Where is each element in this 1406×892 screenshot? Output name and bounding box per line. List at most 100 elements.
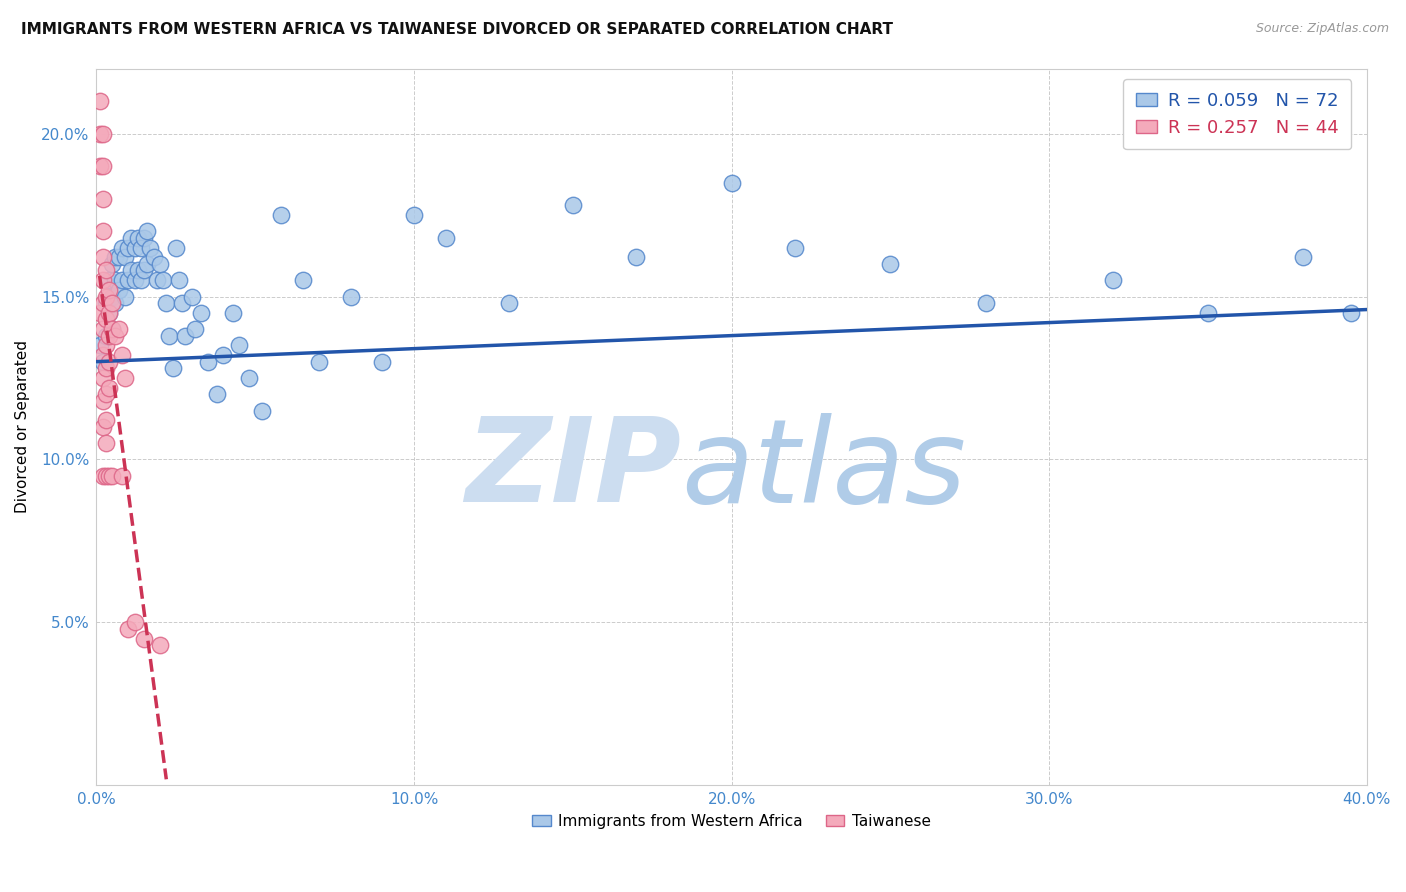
Point: [142, 251, 165, 265]
Point: [89, 127, 111, 141]
Point: [1340, 306, 1362, 320]
Point: [308, 354, 330, 368]
Point: [250, 403, 273, 417]
Point: [117, 241, 139, 255]
Point: [1101, 273, 1123, 287]
Point: [132, 632, 155, 646]
Point: [98, 273, 121, 287]
Point: [162, 361, 184, 376]
Point: [1197, 306, 1219, 320]
Text: ZIP: ZIP: [465, 412, 681, 527]
Point: [291, 273, 314, 287]
Point: [132, 263, 155, 277]
Text: IMMIGRANTS FROM WESTERN AFRICA VS TAIWANESE DIVORCED OR SEPARATED CORRELATION CH: IMMIGRANTS FROM WESTERN AFRICA VS TAIWAN…: [21, 22, 893, 37]
Point: [98, 283, 121, 297]
Point: [89, 338, 111, 352]
Point: [91, 468, 114, 483]
Point: [172, 296, 194, 310]
Point: [238, 371, 260, 385]
Point: [89, 94, 111, 108]
Point: [167, 273, 190, 287]
Point: [561, 198, 583, 212]
Point: [149, 638, 172, 652]
Point: [498, 296, 520, 310]
Point: [91, 273, 114, 287]
Point: [228, 338, 250, 352]
Point: [1292, 251, 1315, 265]
Point: [91, 348, 114, 362]
Point: [94, 338, 117, 352]
Point: [120, 231, 142, 245]
Point: [91, 192, 114, 206]
Point: [124, 241, 146, 255]
Point: [184, 322, 207, 336]
Point: [114, 251, 136, 265]
Point: [98, 381, 121, 395]
Point: [120, 263, 142, 277]
Point: [91, 159, 114, 173]
Point: [129, 273, 152, 287]
Point: [104, 296, 127, 310]
Point: [94, 296, 117, 310]
Point: [94, 387, 117, 401]
Legend: Immigrants from Western Africa, Taiwanese: Immigrants from Western Africa, Taiwanes…: [526, 807, 936, 835]
Point: [89, 306, 111, 320]
Point: [165, 241, 187, 255]
Point: [104, 251, 127, 265]
Point: [190, 306, 212, 320]
Point: [91, 296, 114, 310]
Point: [107, 283, 129, 297]
Point: [101, 322, 124, 336]
Point: [94, 263, 117, 277]
Point: [149, 257, 172, 271]
Point: [101, 468, 124, 483]
Point: [626, 251, 648, 265]
Point: [98, 306, 121, 320]
Point: [98, 328, 121, 343]
Point: [91, 127, 114, 141]
Point: [94, 312, 117, 326]
Point: [155, 296, 177, 310]
Point: [339, 289, 361, 303]
Point: [98, 306, 121, 320]
Point: [111, 273, 134, 287]
Point: [98, 354, 121, 368]
Point: [91, 322, 114, 336]
Point: [180, 289, 202, 303]
Point: [785, 241, 807, 255]
Point: [111, 348, 134, 362]
Point: [212, 348, 235, 362]
Point: [402, 208, 425, 222]
Point: [124, 615, 146, 630]
Point: [114, 289, 136, 303]
Point: [114, 371, 136, 385]
Point: [152, 273, 174, 287]
Point: [879, 257, 901, 271]
Point: [205, 387, 228, 401]
Point: [91, 419, 114, 434]
Point: [132, 231, 155, 245]
Text: atlas: atlas: [681, 413, 966, 527]
Point: [91, 354, 114, 368]
Point: [94, 361, 117, 376]
Point: [720, 176, 742, 190]
Point: [159, 328, 181, 343]
Point: [104, 273, 127, 287]
Point: [136, 257, 159, 271]
Point: [91, 393, 114, 408]
Point: [434, 231, 457, 245]
Point: [91, 251, 114, 265]
Point: [94, 289, 117, 303]
Point: [974, 296, 997, 310]
Point: [98, 468, 121, 483]
Point: [111, 468, 134, 483]
Point: [222, 306, 245, 320]
Point: [117, 622, 139, 636]
Point: [104, 328, 127, 343]
Point: [371, 354, 394, 368]
Point: [146, 273, 169, 287]
Point: [91, 224, 114, 238]
Point: [101, 322, 124, 336]
Point: [94, 468, 117, 483]
Point: [101, 289, 124, 303]
